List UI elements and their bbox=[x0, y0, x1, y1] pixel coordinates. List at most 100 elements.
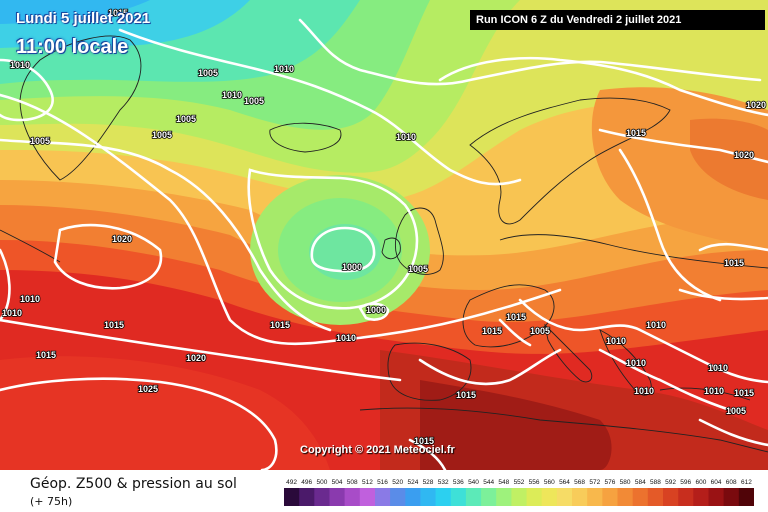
forecast-offset: (+ 75h) bbox=[30, 495, 73, 508]
scale-swatch bbox=[465, 488, 482, 506]
scale-swatch bbox=[450, 488, 467, 506]
scale-swatch bbox=[617, 488, 634, 506]
scale-swatch bbox=[359, 488, 376, 506]
isobar-label: 1015 bbox=[482, 326, 502, 336]
scale-tick-label: 592 bbox=[665, 479, 676, 486]
scale-swatch bbox=[678, 488, 694, 506]
isobar-label: 1005 bbox=[530, 326, 550, 336]
isobar-label: 1010 bbox=[336, 333, 356, 343]
isobar-label: 1020 bbox=[746, 100, 766, 110]
scale-tick-label: 564 bbox=[559, 479, 570, 486]
isobar-label: 1000 bbox=[366, 305, 386, 315]
scale-tick-label: 560 bbox=[544, 479, 555, 486]
isobar-label: 1010 bbox=[10, 60, 30, 70]
isobar-label: 1005 bbox=[198, 68, 218, 78]
isobar-label: 1015 bbox=[36, 350, 56, 360]
isobar-label: 1005 bbox=[176, 114, 196, 124]
model-run-banner: Run ICON 6 Z du Vendredi 2 juillet 2021 bbox=[470, 10, 765, 30]
scale-swatch bbox=[511, 488, 527, 506]
scale-swatch bbox=[556, 488, 573, 506]
isobar-label: 1005 bbox=[408, 264, 428, 274]
isobar-label: 1020 bbox=[186, 353, 206, 363]
scale-tick-label: 580 bbox=[620, 479, 631, 486]
scale-swatch bbox=[284, 488, 300, 506]
scale-tick-label: 552 bbox=[514, 479, 525, 486]
scale-tick-label: 596 bbox=[680, 479, 691, 486]
isobar-label: 1015 bbox=[108, 8, 128, 18]
isobar-label: 1015 bbox=[270, 320, 290, 330]
isobar-label: 1010 bbox=[634, 386, 654, 396]
scale-tick-label: 544 bbox=[483, 479, 494, 486]
scale-tick-label: 528 bbox=[423, 479, 434, 486]
isobar-label: 1015 bbox=[724, 258, 744, 268]
scale-swatch bbox=[663, 488, 679, 506]
scale-swatch bbox=[723, 488, 740, 506]
isobar-label: 1020 bbox=[112, 234, 132, 244]
scale-tick-label: 492 bbox=[286, 479, 297, 486]
legend-title: Géop. Z500 & pression au sol bbox=[30, 476, 237, 492]
scale-tick-label: 612 bbox=[741, 479, 752, 486]
scale-tick-label: 568 bbox=[574, 479, 585, 486]
forecast-date: Lundi 5 juillet 2021 bbox=[16, 10, 151, 27]
scale-swatch bbox=[647, 488, 664, 506]
scale-swatch bbox=[344, 488, 361, 506]
scale-swatch bbox=[572, 488, 588, 506]
isobar-label: 1000 bbox=[342, 262, 362, 272]
isobar-label: 1005 bbox=[244, 96, 264, 106]
isobar-label: 1015 bbox=[414, 436, 434, 446]
scale-tick-label: 584 bbox=[635, 479, 646, 486]
isobar-label: 1005 bbox=[726, 406, 746, 416]
isobar-label: 1015 bbox=[104, 320, 124, 330]
forecast-time: 11:00 locale bbox=[16, 36, 129, 58]
isobar-label: 1010 bbox=[222, 90, 242, 100]
scale-tick-label: 540 bbox=[468, 479, 479, 486]
isobar-label: 1010 bbox=[396, 132, 416, 142]
scale-tick-label: 496 bbox=[301, 479, 312, 486]
scale-tick-label: 536 bbox=[453, 479, 464, 486]
scale-tick-label: 608 bbox=[726, 479, 737, 486]
scale-tick-label: 512 bbox=[362, 479, 373, 486]
scale-tick-label: 548 bbox=[498, 479, 509, 486]
isobar-label: 1015 bbox=[506, 312, 526, 322]
scale-swatch bbox=[587, 488, 603, 506]
scale-swatch bbox=[738, 488, 754, 506]
isobar-label: 1010 bbox=[708, 363, 728, 373]
isobar-label: 1005 bbox=[152, 130, 172, 140]
scale-swatch bbox=[420, 488, 436, 506]
isobar-label: 1015 bbox=[456, 390, 476, 400]
scale-swatch bbox=[526, 488, 543, 506]
scale-swatch bbox=[481, 488, 497, 506]
scale-tick-label: 524 bbox=[407, 479, 418, 486]
isobar-label: 1010 bbox=[2, 308, 22, 318]
scale-tick-label: 600 bbox=[695, 479, 706, 486]
scale-swatch bbox=[314, 488, 330, 506]
isobar-label: 1010 bbox=[626, 358, 646, 368]
scale-swatch bbox=[541, 488, 558, 506]
scale-tick-label: 500 bbox=[316, 479, 327, 486]
isobar-label: 1020 bbox=[734, 150, 754, 160]
scale-swatch bbox=[693, 488, 709, 506]
scale-swatch bbox=[496, 488, 512, 506]
isobar-label: 1010 bbox=[646, 320, 666, 330]
isobar-label: 1005 bbox=[30, 136, 50, 146]
scale-tick-label: 572 bbox=[589, 479, 600, 486]
isobar-label: 1010 bbox=[274, 64, 294, 74]
scale-swatch bbox=[405, 488, 421, 506]
isobar-label: 1010 bbox=[606, 336, 626, 346]
scale-swatch bbox=[390, 488, 406, 506]
scale-swatch bbox=[329, 488, 346, 506]
scale-tick-label: 516 bbox=[377, 479, 388, 486]
scale-swatch bbox=[632, 488, 649, 506]
scale-swatch bbox=[375, 488, 391, 506]
scale-tick-label: 604 bbox=[711, 479, 722, 486]
isobar-label: 1015 bbox=[734, 388, 754, 398]
copyright-notice: Copyright © 2021 Meteociel.fr bbox=[300, 444, 455, 456]
scale-tick-label: 520 bbox=[392, 479, 403, 486]
scale-swatch bbox=[435, 488, 452, 506]
scale-tick-label: 576 bbox=[604, 479, 615, 486]
scale-swatch bbox=[708, 488, 725, 506]
scale-swatch bbox=[299, 488, 315, 506]
isobar-label: 1010 bbox=[20, 294, 40, 304]
